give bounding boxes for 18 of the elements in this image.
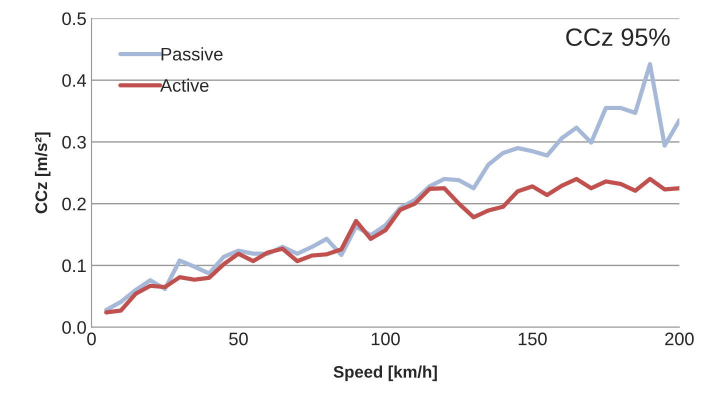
- y-tick-label: 0.2: [62, 198, 86, 210]
- line-series: [104, 176, 680, 314]
- y-tick-label: 0.0: [62, 321, 86, 334]
- y-tick-label: 0.4: [62, 74, 86, 87]
- y-tick-label: 0.5: [62, 12, 86, 26]
- x-axis-title: Speed [km/h]: [334, 366, 437, 382]
- annotation: CCz 95%: [566, 28, 670, 46]
- x-tick-label: 50: [229, 332, 248, 346]
- legend-label: Active: [160, 78, 208, 92]
- y-tick-label: 0.3: [62, 136, 86, 149]
- x-tick-label: 150: [518, 332, 547, 346]
- y-tick-label: 0.1: [62, 259, 86, 272]
- x-tick-label: 100: [372, 332, 400, 346]
- legend-label: Passive: [162, 47, 223, 61]
- x-tick-label: 0: [87, 332, 96, 346]
- line-series: [104, 62, 680, 312]
- x-tick-label: 200: [665, 332, 694, 346]
- y-axis-title: CCz [m/s²]: [34, 132, 50, 214]
